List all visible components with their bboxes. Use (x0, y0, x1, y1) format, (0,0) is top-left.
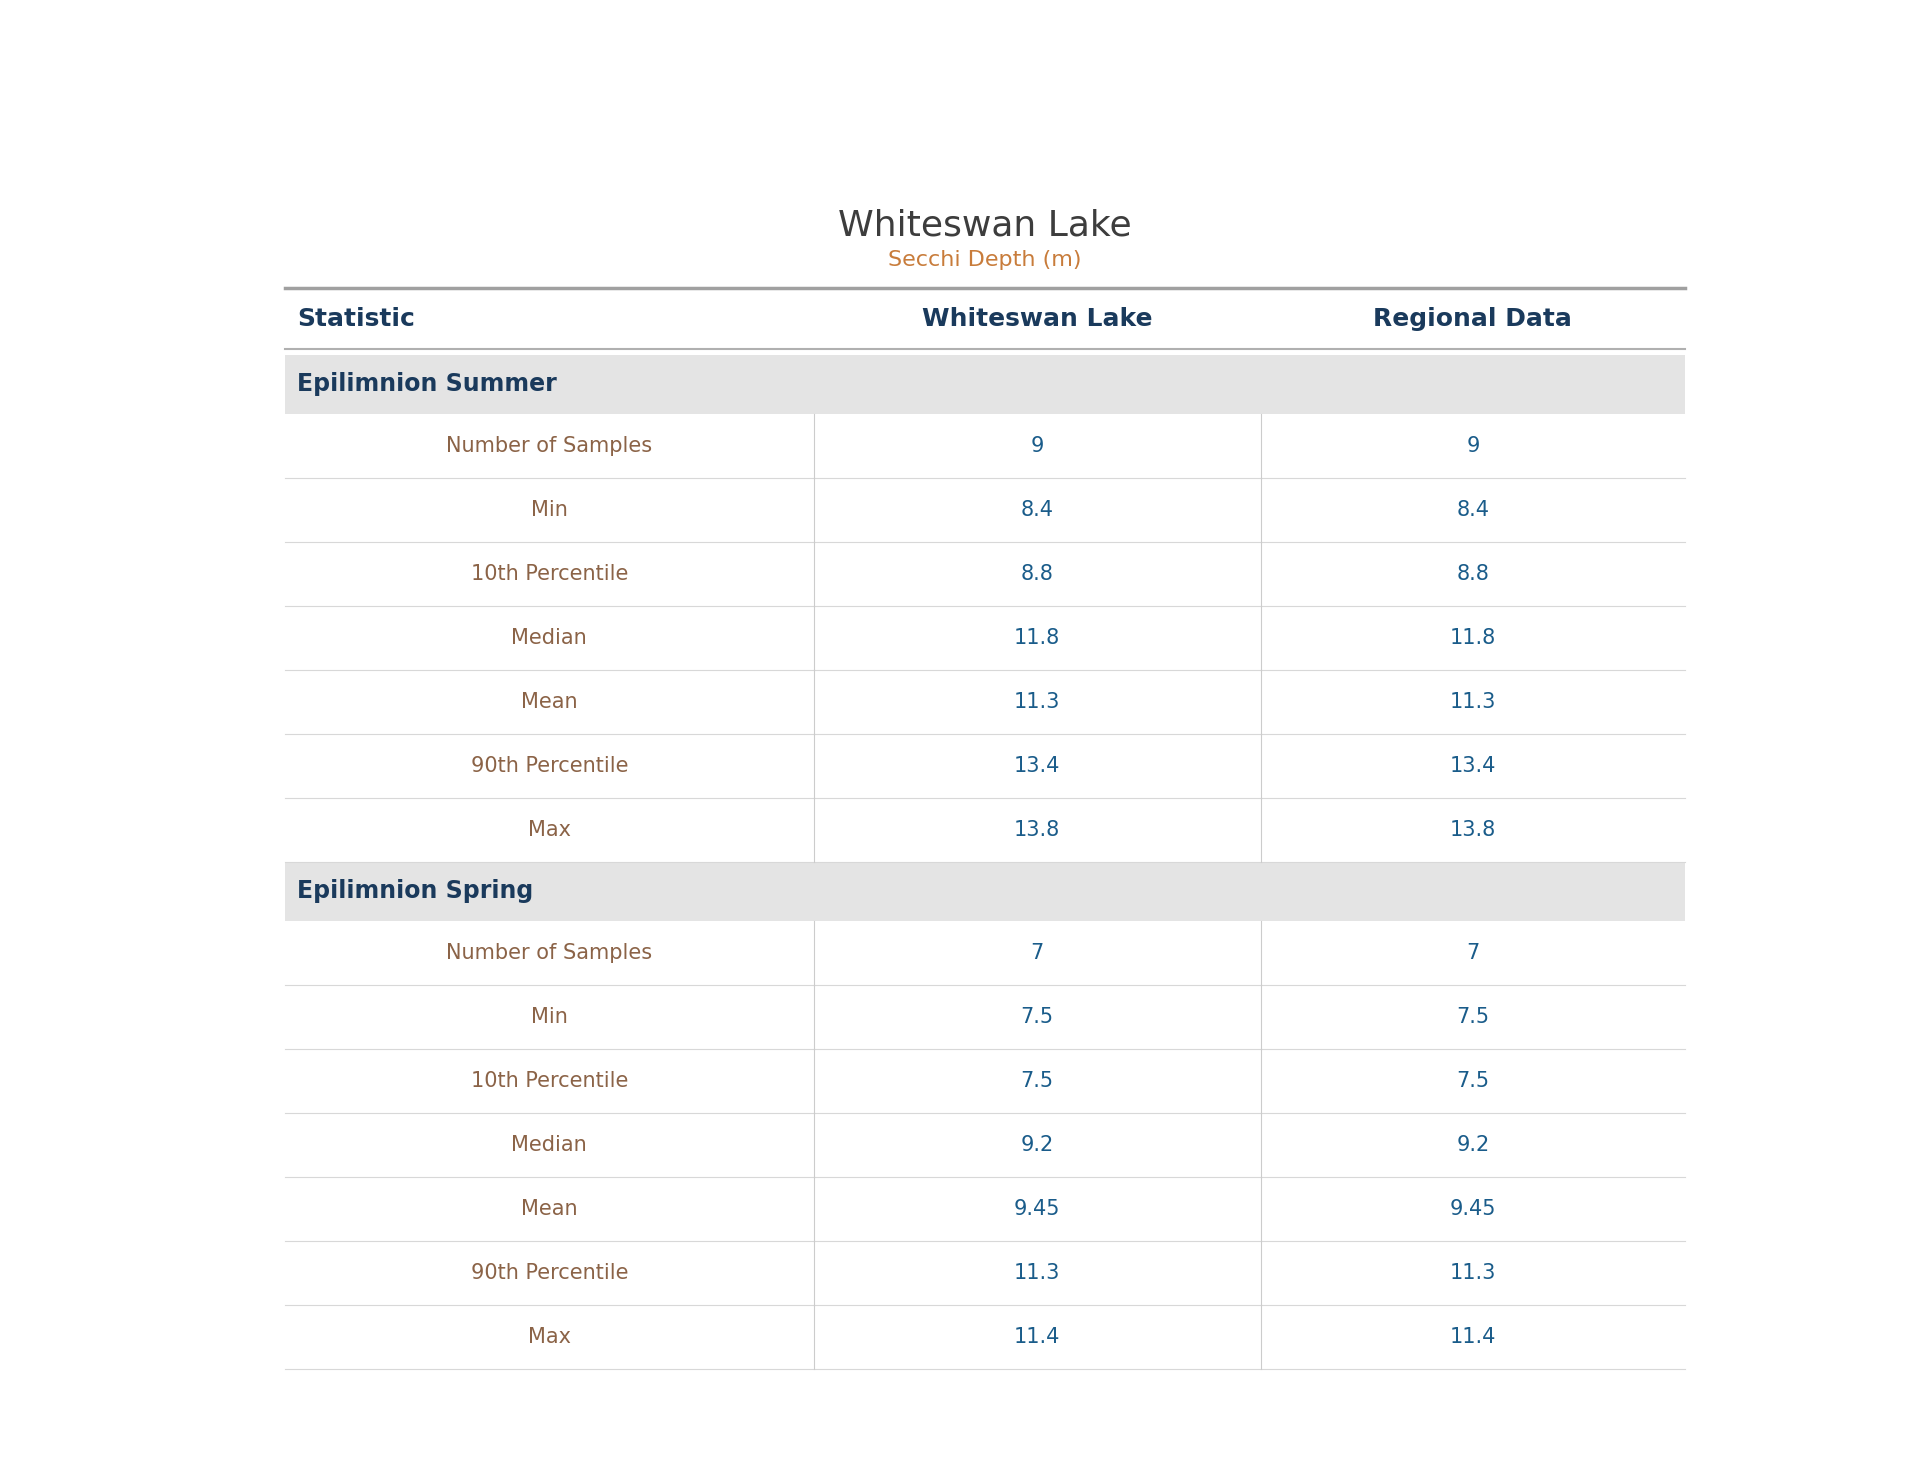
Text: 8.4: 8.4 (1457, 499, 1490, 520)
Bar (284, 670, 1686, 734)
Text: 11.4: 11.4 (1449, 1327, 1495, 1348)
Text: 7.5: 7.5 (1457, 1070, 1490, 1091)
Bar (284, 542, 1686, 606)
Text: 7: 7 (1466, 943, 1480, 962)
Text: 9.45: 9.45 (1015, 1199, 1061, 1219)
Text: Whiteswan Lake: Whiteswan Lake (838, 209, 1132, 242)
Text: Statistic: Statistic (296, 307, 415, 331)
Bar (284, 861, 1686, 921)
Text: Number of Samples: Number of Samples (446, 943, 652, 962)
Text: 90th Percentile: 90th Percentile (471, 756, 628, 775)
Bar (284, 1113, 1686, 1177)
Text: 13.4: 13.4 (1449, 756, 1495, 775)
Bar (284, 1177, 1686, 1241)
Bar (284, 1048, 1686, 1113)
Text: Mean: Mean (521, 692, 579, 712)
Text: Secchi Depth (m): Secchi Depth (m) (888, 250, 1082, 270)
Text: 11.3: 11.3 (1015, 692, 1061, 712)
Text: 10th Percentile: 10th Percentile (471, 1070, 628, 1091)
Text: 11.3: 11.3 (1449, 1263, 1495, 1283)
Text: 11.8: 11.8 (1449, 628, 1495, 648)
Text: 13.8: 13.8 (1015, 821, 1061, 840)
Bar (284, 606, 1686, 670)
Text: 9: 9 (1030, 435, 1044, 456)
Text: 13.4: 13.4 (1015, 756, 1061, 775)
Text: Epilimnion Spring: Epilimnion Spring (296, 879, 532, 904)
Bar (284, 1305, 1686, 1369)
Bar (284, 984, 1686, 1048)
Text: 11.3: 11.3 (1449, 692, 1495, 712)
Text: 8.8: 8.8 (1457, 564, 1490, 584)
Text: 7.5: 7.5 (1457, 1006, 1490, 1026)
Text: 8.8: 8.8 (1021, 564, 1053, 584)
Bar (284, 355, 1686, 413)
Bar (284, 1241, 1686, 1305)
Text: Regional Data: Regional Data (1374, 307, 1572, 331)
Text: Min: Min (530, 499, 567, 520)
Text: 8.4: 8.4 (1021, 499, 1053, 520)
Text: Max: Max (529, 1327, 571, 1348)
Text: 90th Percentile: 90th Percentile (471, 1263, 628, 1283)
Text: Mean: Mean (521, 1199, 579, 1219)
Bar (284, 921, 1686, 984)
Text: 7.5: 7.5 (1021, 1070, 1053, 1091)
Bar (284, 799, 1686, 861)
Text: Epilimnion Summer: Epilimnion Summer (296, 372, 557, 396)
Text: Min: Min (530, 1006, 567, 1026)
Text: Number of Samples: Number of Samples (446, 435, 652, 456)
Text: 11.4: 11.4 (1015, 1327, 1061, 1348)
Text: Whiteswan Lake: Whiteswan Lake (923, 307, 1153, 331)
Text: 9.2: 9.2 (1457, 1134, 1490, 1155)
Text: 11.3: 11.3 (1015, 1263, 1061, 1283)
Text: 9: 9 (1466, 435, 1480, 456)
Text: 7: 7 (1030, 943, 1044, 962)
Text: 13.8: 13.8 (1449, 821, 1495, 840)
Bar (284, 477, 1686, 542)
Text: Median: Median (511, 628, 588, 648)
Text: 10th Percentile: 10th Percentile (471, 564, 628, 584)
Text: Max: Max (529, 821, 571, 840)
Text: Median: Median (511, 1134, 588, 1155)
Text: 7.5: 7.5 (1021, 1006, 1053, 1026)
Text: 9.2: 9.2 (1021, 1134, 1053, 1155)
Bar (284, 413, 1686, 477)
Bar (284, 734, 1686, 799)
Text: 9.45: 9.45 (1449, 1199, 1495, 1219)
Text: 11.8: 11.8 (1015, 628, 1061, 648)
